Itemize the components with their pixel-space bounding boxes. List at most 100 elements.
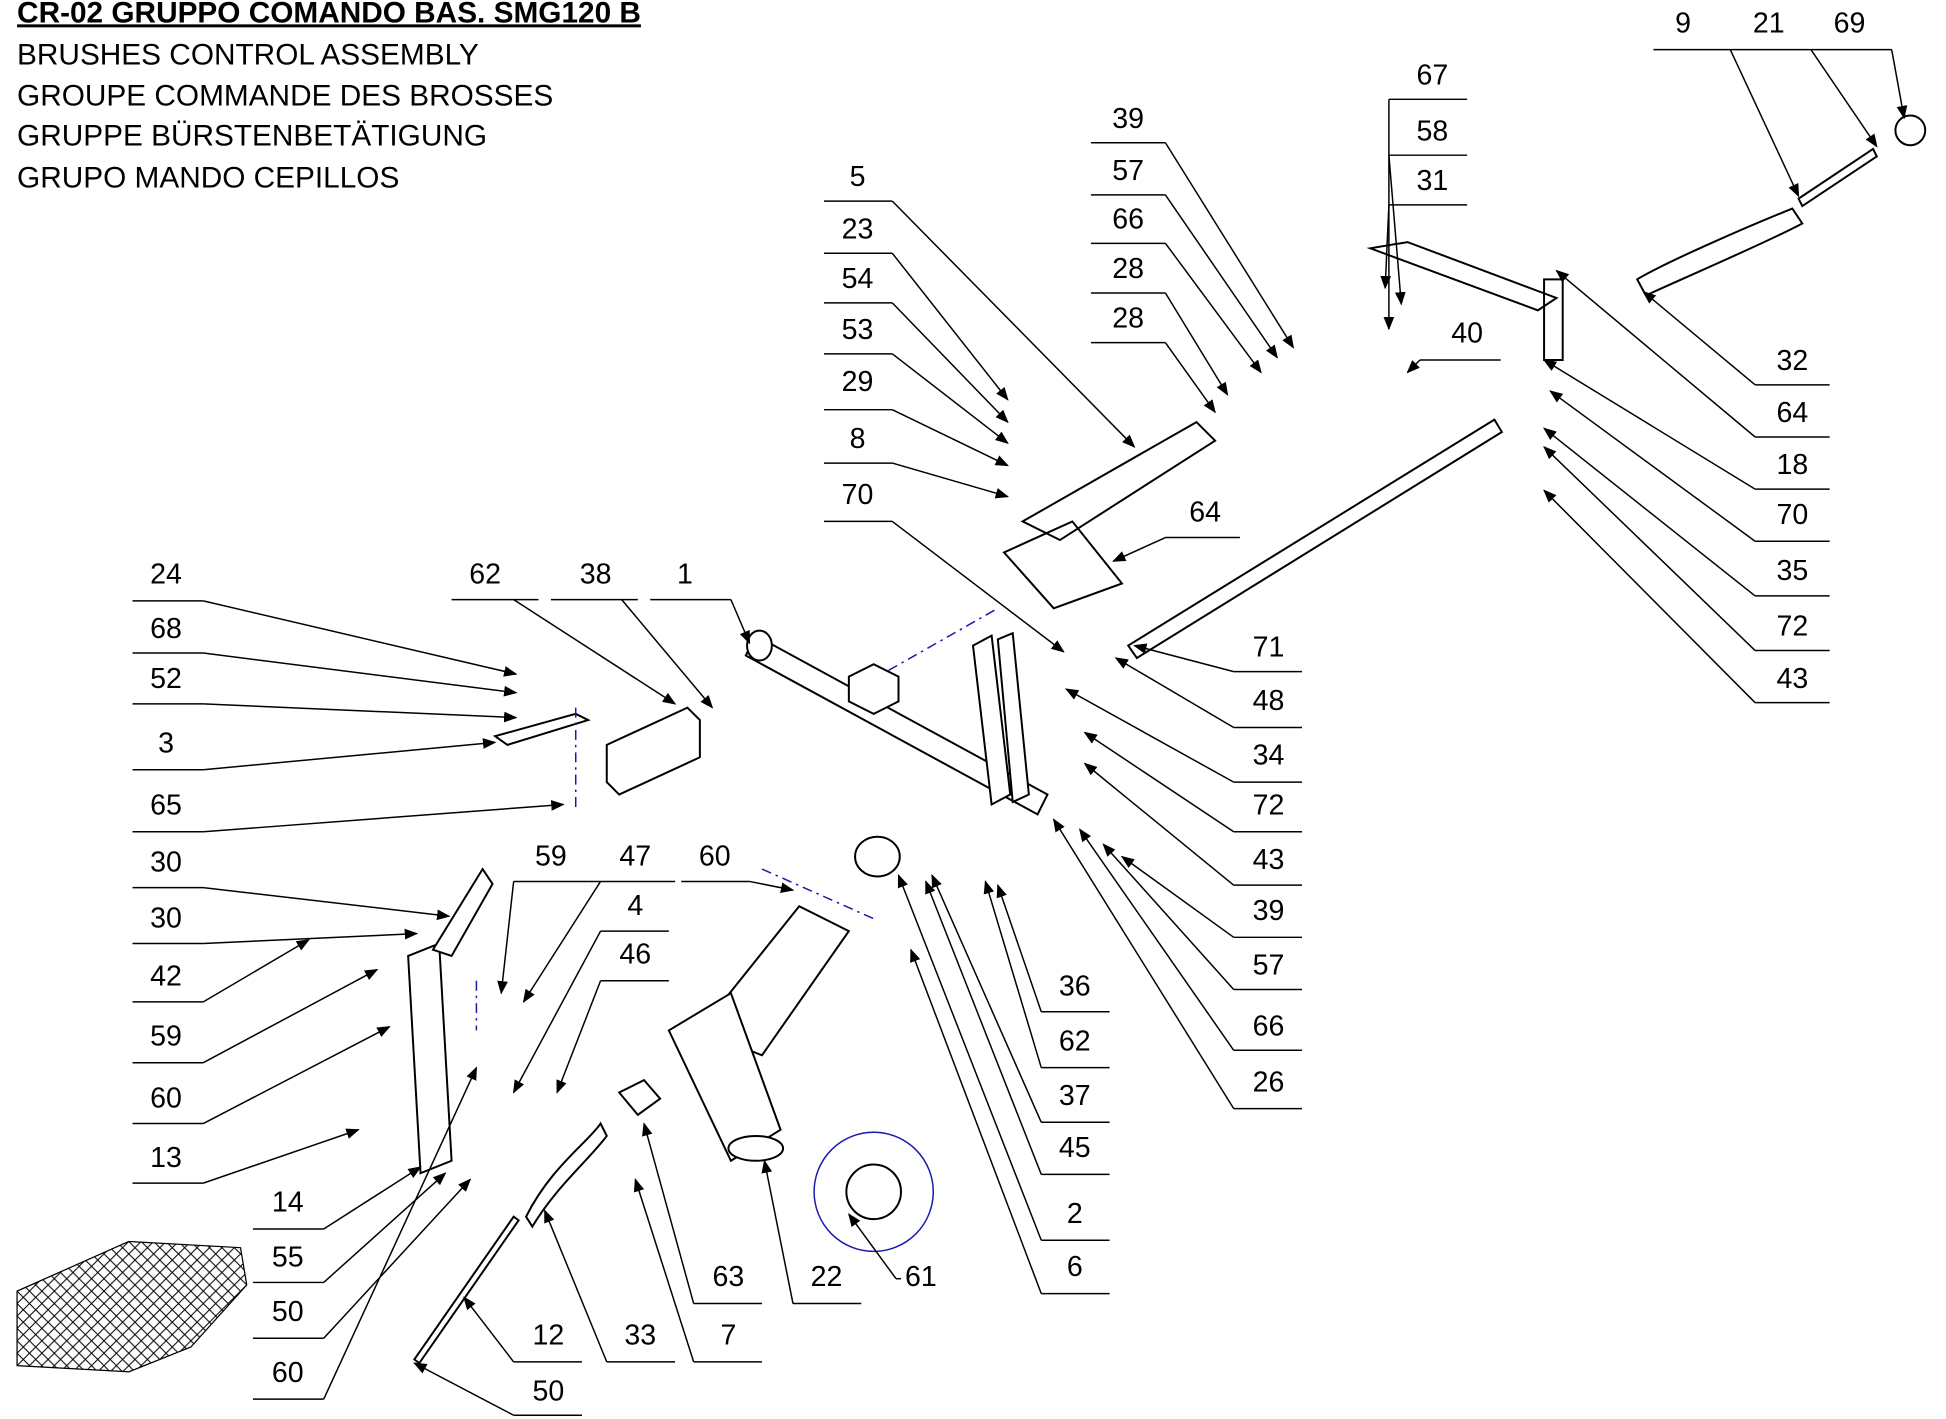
leader	[1388, 155, 1406, 306]
callout-label: 60	[699, 840, 731, 872]
callout-label: 28	[1112, 303, 1144, 335]
leader	[1164, 194, 1278, 359]
leader	[1083, 731, 1235, 833]
leader	[513, 599, 677, 705]
leader	[1120, 855, 1235, 938]
leader	[203, 886, 451, 921]
title: CR-02 GRUPPO COMANDO BAS. SMG120 B	[17, 0, 641, 29]
callout-label: 60	[150, 1082, 182, 1114]
leader	[1380, 204, 1392, 290]
callout-label: 32	[1776, 345, 1808, 377]
leader	[1406, 359, 1421, 374]
title-block: CR-02 GRUPPO COMANDO BAS. SMG120 B BRUSH…	[17, 0, 641, 194]
callout-label: 65	[150, 789, 182, 821]
callout-label: 48	[1253, 685, 1285, 717]
callout-label: 8	[850, 423, 866, 455]
callout-label: 57	[1112, 155, 1144, 187]
leader	[891, 200, 1136, 448]
leader	[931, 874, 1042, 1123]
detail-part	[845, 1163, 902, 1221]
callout-label: 31	[1416, 165, 1448, 197]
leader	[1164, 342, 1216, 414]
callout-label: 52	[150, 663, 182, 695]
leader	[891, 409, 1009, 467]
callout-label: 62	[1059, 1025, 1091, 1057]
callout-label: 72	[1253, 789, 1285, 821]
subtitle: GRUPO MANDO CEPILLOS	[17, 161, 399, 194]
callout-label: 54	[842, 263, 874, 295]
callout-label: 63	[713, 1261, 745, 1293]
leader	[730, 599, 751, 645]
callout-label: 7	[720, 1320, 736, 1352]
leader	[323, 1066, 478, 1400]
leader	[202, 1026, 391, 1125]
leader	[323, 1172, 447, 1283]
fork	[854, 835, 901, 878]
leader	[1555, 269, 1756, 438]
leader	[1083, 762, 1235, 886]
leader	[463, 1296, 515, 1363]
callout-label: 60	[272, 1357, 304, 1389]
callout-label: 9	[1675, 7, 1691, 39]
leader	[996, 883, 1042, 1013]
leader	[983, 880, 1042, 1068]
callout-label: 57	[1253, 950, 1285, 982]
callout-label: 66	[1112, 203, 1144, 235]
leader	[1164, 242, 1262, 374]
callout-label: 68	[150, 613, 182, 645]
microswitches	[605, 706, 701, 796]
callout-label: 50	[272, 1296, 304, 1328]
leader	[202, 939, 310, 1003]
detail-circle	[813, 1131, 935, 1253]
leader	[910, 948, 1042, 1294]
callout-label: 40	[1451, 318, 1483, 350]
callout-label: 24	[150, 558, 182, 590]
block	[617, 1078, 662, 1117]
callout-label: 29	[842, 366, 874, 398]
callout-label: 36	[1059, 971, 1091, 1003]
leader	[761, 1159, 794, 1304]
callout-label: 71	[1253, 632, 1285, 664]
callout-label: 3	[158, 727, 174, 759]
leader	[891, 252, 1009, 401]
leader	[1890, 49, 1908, 120]
leader	[642, 1122, 695, 1304]
callout-label: 21	[1753, 7, 1785, 39]
arm	[1002, 420, 1217, 610]
leader	[1112, 536, 1166, 562]
callout-label: 45	[1059, 1132, 1091, 1164]
leader	[203, 703, 518, 723]
lever	[407, 942, 453, 1175]
callout-label: 35	[1776, 555, 1808, 587]
leader	[203, 652, 518, 697]
subtitle: GROUPE COMMANDE DES BROSSES	[17, 80, 553, 113]
callout-label: 13	[150, 1142, 182, 1174]
callout-label: 69	[1834, 7, 1866, 39]
leader	[497, 881, 515, 995]
callout-label: 26	[1253, 1066, 1285, 1098]
leader	[891, 520, 1065, 653]
leader	[1133, 643, 1234, 673]
leader	[925, 880, 1042, 1175]
callout-label: 70	[842, 479, 874, 511]
leader	[749, 880, 795, 894]
leader	[203, 738, 497, 771]
callout-label: 18	[1776, 449, 1808, 481]
leader	[544, 1209, 608, 1363]
rod	[412, 1215, 520, 1365]
callout-label: 42	[150, 961, 182, 993]
callout-label: 55	[272, 1241, 304, 1273]
lever-bracket	[971, 631, 1030, 807]
callout-label: 1	[677, 558, 693, 590]
knob	[1894, 114, 1927, 147]
callout-label: 46	[619, 938, 651, 970]
leader	[1164, 142, 1295, 349]
callout-label: 22	[811, 1261, 843, 1293]
leader	[203, 600, 518, 677]
callout-label: 5	[850, 161, 866, 193]
callout-label: 62	[469, 558, 501, 590]
callout-label: 28	[1112, 253, 1144, 285]
leader	[1542, 359, 1756, 490]
centerlines	[475, 607, 999, 1031]
callout-label: 14	[272, 1187, 304, 1219]
